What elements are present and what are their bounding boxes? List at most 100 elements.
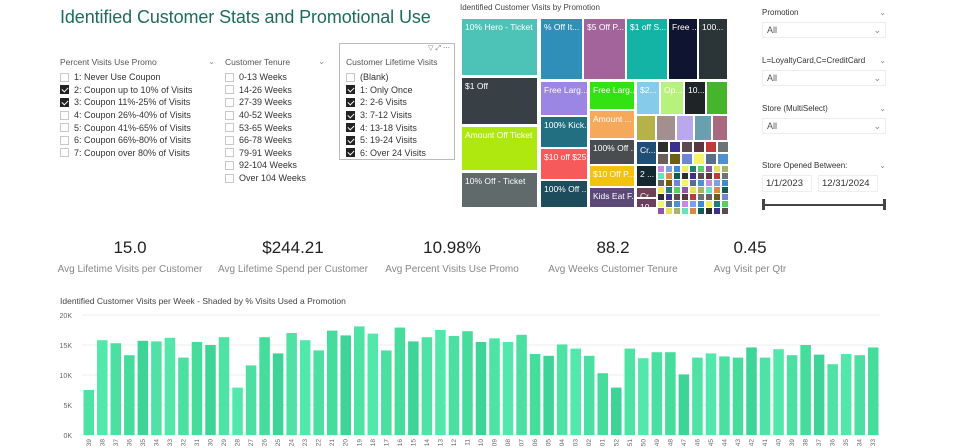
treemap-tile[interactable]: 10... bbox=[636, 198, 657, 208]
treemap-tile[interactable]: $2... bbox=[636, 81, 660, 115]
treemap-tile[interactable]: Free ... bbox=[668, 18, 698, 80]
chevron-down-icon[interactable]: ⌄ bbox=[879, 161, 886, 170]
slicer-option[interactable]: 3: Coupon 11%-25% of Visits bbox=[60, 96, 215, 109]
date-range-slider[interactable] bbox=[762, 198, 886, 212]
treemap-tile[interactable]: 10% Hero - Ticket bbox=[461, 18, 538, 76]
bar[interactable] bbox=[137, 340, 149, 435]
slicer-option[interactable]: 6: Coupon 66%-80% of Visits bbox=[60, 134, 215, 147]
treemap-tile[interactable]: Kids Eat F... bbox=[589, 187, 635, 208]
dropdown-select[interactable]: All ⌄ bbox=[762, 22, 886, 38]
chevron-down-icon[interactable]: ⌄ bbox=[879, 104, 886, 113]
treemap-tile-small[interactable] bbox=[689, 207, 697, 215]
slicer-option[interactable]: 1: Never Use Coupon bbox=[60, 71, 215, 84]
checkbox-icon[interactable] bbox=[60, 135, 69, 145]
treemap-tile[interactable]: 10... bbox=[684, 81, 706, 115]
bar[interactable] bbox=[570, 348, 581, 435]
treemap-tile-small[interactable] bbox=[717, 153, 729, 165]
treemap-tile[interactable]: Cr... bbox=[636, 141, 657, 165]
checkbox-icon[interactable] bbox=[225, 97, 234, 107]
bar[interactable] bbox=[245, 365, 257, 435]
bar[interactable] bbox=[462, 331, 473, 435]
slicer-option[interactable]: 3: 7-12 Visits bbox=[346, 109, 451, 122]
bar[interactable] bbox=[178, 357, 189, 435]
chevron-down-icon[interactable]: ⌄ bbox=[208, 57, 215, 66]
bar[interactable] bbox=[610, 387, 622, 435]
slicer-option[interactable]: 40-52 Weeks bbox=[225, 109, 325, 122]
bar[interactable] bbox=[678, 374, 690, 435]
treemap-tile[interactable]: Free Larg... bbox=[589, 81, 635, 110]
slicer-option[interactable]: 66-78 Weeks bbox=[225, 134, 325, 147]
bar[interactable] bbox=[326, 330, 338, 435]
bar[interactable] bbox=[340, 335, 352, 435]
bar[interactable] bbox=[583, 355, 595, 435]
checkbox-icon[interactable] bbox=[225, 148, 234, 158]
treemap-tile-small[interactable] bbox=[693, 153, 705, 165]
checkbox-checked-icon[interactable] bbox=[60, 85, 69, 95]
bar[interactable] bbox=[705, 353, 717, 435]
treemap-tile[interactable]: % Off It... bbox=[540, 18, 583, 80]
slider-end-handle[interactable] bbox=[883, 199, 886, 210]
checkbox-icon[interactable] bbox=[60, 148, 69, 158]
checkbox-checked-icon[interactable] bbox=[346, 110, 355, 120]
bar[interactable] bbox=[854, 355, 865, 435]
treemap-tile[interactable]: 100% Off ... bbox=[540, 180, 588, 208]
bar[interactable] bbox=[827, 364, 838, 435]
treemap-tile-small[interactable] bbox=[693, 141, 705, 153]
bar[interactable] bbox=[286, 333, 297, 435]
treemap-tile[interactable]: $1 Off bbox=[461, 77, 538, 125]
checkbox-checked-icon[interactable] bbox=[346, 135, 355, 145]
treemap-tile[interactable] bbox=[656, 115, 676, 141]
treemap-tile-small[interactable] bbox=[669, 141, 681, 153]
start-date-input[interactable]: 1/1/2023 bbox=[762, 175, 812, 192]
treemap-tile[interactable]: Free Larg... bbox=[540, 81, 588, 116]
checkbox-icon[interactable] bbox=[225, 123, 234, 133]
treemap-tile-small[interactable] bbox=[657, 153, 669, 165]
treemap-tile[interactable] bbox=[712, 115, 728, 141]
slicer-option[interactable]: 4: 13-18 Visits bbox=[346, 121, 451, 134]
bar[interactable] bbox=[448, 336, 460, 435]
chevron-down-icon[interactable]: ⌄ bbox=[873, 120, 881, 131]
treemap-tile[interactable] bbox=[636, 115, 656, 141]
treemap-tile-small[interactable] bbox=[669, 153, 681, 165]
bar[interactable] bbox=[624, 348, 636, 435]
bar[interactable] bbox=[529, 354, 541, 435]
checkbox-icon[interactable] bbox=[60, 123, 69, 133]
slicer-option[interactable]: Over 104 Weeks bbox=[225, 172, 325, 185]
slider-start-handle[interactable] bbox=[762, 199, 765, 210]
treemap-tile[interactable]: 100% Kick... bbox=[540, 116, 588, 148]
bar[interactable] bbox=[218, 337, 230, 435]
bar[interactable] bbox=[354, 326, 365, 435]
bar[interactable] bbox=[867, 347, 879, 435]
chevron-down-icon[interactable]: ⌄ bbox=[318, 57, 325, 66]
bar[interactable] bbox=[502, 342, 514, 435]
treemap-tile[interactable]: 10% Off - Ticket bbox=[461, 172, 538, 208]
treemap-tile-small[interactable] bbox=[717, 141, 729, 153]
bar[interactable] bbox=[786, 355, 798, 435]
treemap-tile-small[interactable] bbox=[697, 207, 705, 215]
checkbox-checked-icon[interactable] bbox=[346, 148, 355, 158]
bar[interactable] bbox=[97, 340, 108, 435]
treemap-tile[interactable]: 100% Off ... bbox=[589, 139, 635, 165]
bar[interactable] bbox=[408, 341, 419, 435]
treemap-tile[interactable]: 2 ... bbox=[636, 165, 657, 187]
checkbox-checked-icon[interactable] bbox=[346, 85, 355, 95]
bar[interactable] bbox=[259, 337, 270, 435]
slicer-option[interactable]: 5: Coupon 41%-65% of Visits bbox=[60, 121, 215, 134]
bar[interactable] bbox=[205, 345, 216, 435]
bar[interactable] bbox=[719, 356, 730, 435]
treemap-tile-small[interactable] bbox=[665, 207, 673, 215]
treemap-tile[interactable]: $10 off $25 bbox=[540, 148, 588, 180]
bar[interactable] bbox=[840, 354, 852, 435]
checkbox-checked-icon[interactable] bbox=[346, 123, 355, 133]
bar[interactable] bbox=[651, 352, 663, 435]
treemap-tile[interactable]: Cr... bbox=[636, 187, 657, 198]
treemap-tile[interactable]: $5 Off P... bbox=[583, 18, 626, 80]
bar[interactable] bbox=[313, 350, 324, 435]
bar[interactable] bbox=[191, 342, 203, 435]
end-date-input[interactable]: 12/31/2024 bbox=[818, 175, 878, 192]
bar[interactable] bbox=[421, 337, 433, 435]
bar[interactable] bbox=[435, 330, 446, 435]
treemap-tile-small[interactable] bbox=[713, 207, 721, 215]
treemap-tile-small[interactable] bbox=[673, 207, 681, 215]
bar[interactable] bbox=[164, 337, 176, 435]
